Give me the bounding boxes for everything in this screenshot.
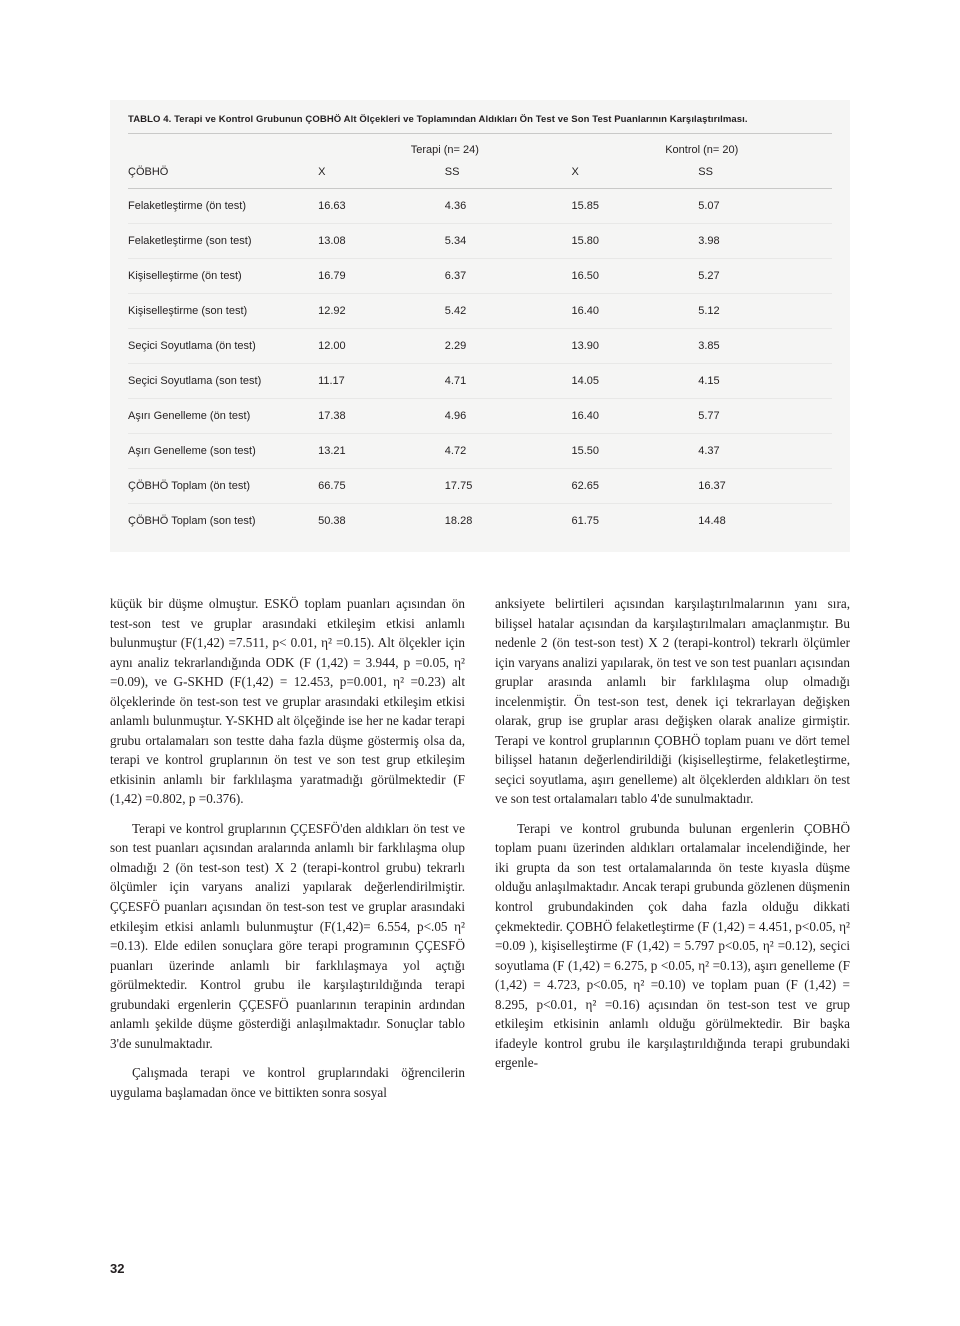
table-row: Seçici Soyutlama (son test)11.174.7114.0… (128, 364, 832, 399)
table-cell: 2.29 (445, 329, 572, 364)
group-header-control: Kontrol (n= 20) (572, 134, 832, 166)
table-cell: 16.37 (698, 469, 832, 504)
col-header-label: ÇÖBHÖ (128, 166, 318, 189)
left-column: küçük bir düşme olmuştur. ESKÖ toplam pu… (110, 594, 465, 1112)
table-cell: 66.75 (318, 469, 445, 504)
table-cell: 3.98 (698, 224, 832, 259)
table-cell: 18.28 (445, 504, 572, 539)
table-cell: 5.07 (698, 189, 832, 224)
table-cell: 17.75 (445, 469, 572, 504)
table-cell: 4.15 (698, 364, 832, 399)
table-cell: 4.36 (445, 189, 572, 224)
left-p2: Terapi ve kontrol gruplarının ÇÇESFÖ'den… (110, 819, 465, 1053)
table-cell: Felaketleştirme (ön test) (128, 189, 318, 224)
table-cell: 61.75 (572, 504, 699, 539)
table-4-container: TABLO 4. Terapi ve Kontrol Grubunun ÇOBH… (110, 100, 850, 552)
col-header-x2: X (572, 166, 699, 189)
table-cell: 15.50 (572, 434, 699, 469)
table-row: Kişiselleştirme (ön test)16.796.3716.505… (128, 259, 832, 294)
col-header-ss1: SS (445, 166, 572, 189)
table-cell: 5.12 (698, 294, 832, 329)
data-table: Terapi (n= 24) Kontrol (n= 20) ÇÖBHÖ X S… (128, 134, 832, 538)
table-cell: 11.17 (318, 364, 445, 399)
table-cell: 4.71 (445, 364, 572, 399)
table-cell: 4.37 (698, 434, 832, 469)
table-cell: 16.40 (572, 294, 699, 329)
table-cell: Kişiselleştirme (son test) (128, 294, 318, 329)
table-cell: 14.48 (698, 504, 832, 539)
table-cell: 16.63 (318, 189, 445, 224)
table-cell: ÇÖBHÖ Toplam (son test) (128, 504, 318, 539)
left-p1: küçük bir düşme olmuştur. ESKÖ toplam pu… (110, 594, 465, 809)
table-row: Felaketleştirme (ön test)16.634.3615.855… (128, 189, 832, 224)
table-caption-text: Terapi ve Kontrol Grubunun ÇOBHÖ Alt Ölç… (171, 114, 747, 125)
table-cell: Aşırı Genelleme (son test) (128, 434, 318, 469)
col-header-x1: X (318, 166, 445, 189)
right-column: anksiyete belirtileri açısından karşılaş… (495, 594, 850, 1112)
table-cell: 5.34 (445, 224, 572, 259)
table-cell: 16.50 (572, 259, 699, 294)
table-group-header: Terapi (n= 24) Kontrol (n= 20) (128, 134, 832, 166)
table-cell: 17.38 (318, 399, 445, 434)
table-cell: 13.90 (572, 329, 699, 364)
table-column-header: ÇÖBHÖ X SS X SS (128, 166, 832, 189)
table-cell: 6.37 (445, 259, 572, 294)
table-cell: 16.40 (572, 399, 699, 434)
table-row: Seçici Soyutlama (ön test)12.002.2913.90… (128, 329, 832, 364)
left-p3: Çalışmada terapi ve kontrol gruplarındak… (110, 1063, 465, 1102)
table-cell: 5.27 (698, 259, 832, 294)
table-cell: Kişiselleştirme (ön test) (128, 259, 318, 294)
table-cell: 5.77 (698, 399, 832, 434)
right-p2: Terapi ve kontrol grubunda bulunan ergen… (495, 819, 850, 1073)
table-caption: TABLO 4. Terapi ve Kontrol Grubunun ÇOBH… (128, 114, 832, 134)
body-text: küçük bir düşme olmuştur. ESKÖ toplam pu… (110, 594, 850, 1112)
table-cell: 16.79 (318, 259, 445, 294)
table-cell: ÇÖBHÖ Toplam (ön test) (128, 469, 318, 504)
table-cell: 50.38 (318, 504, 445, 539)
table-row: Kişiselleştirme (son test)12.925.4216.40… (128, 294, 832, 329)
table-cell: 15.85 (572, 189, 699, 224)
table-cell: 12.00 (318, 329, 445, 364)
table-cell: Felaketleştirme (son test) (128, 224, 318, 259)
table-cell: Aşırı Genelleme (ön test) (128, 399, 318, 434)
table-cell: 12.92 (318, 294, 445, 329)
table-cell: 4.96 (445, 399, 572, 434)
table-row: ÇÖBHÖ Toplam (ön test)66.7517.7562.6516.… (128, 469, 832, 504)
table-cell: 13.08 (318, 224, 445, 259)
col-header-ss2: SS (698, 166, 832, 189)
table-caption-label: TABLO 4. (128, 114, 171, 125)
right-p1: anksiyete belirtileri açısından karşılaş… (495, 594, 850, 809)
table-row: Aşırı Genelleme (ön test)17.384.9616.405… (128, 399, 832, 434)
table-row: ÇÖBHÖ Toplam (son test)50.3818.2861.7514… (128, 504, 832, 539)
table-cell: 5.42 (445, 294, 572, 329)
page-number: 32 (110, 1261, 124, 1276)
table-body: Felaketleştirme (ön test)16.634.3615.855… (128, 189, 832, 539)
table-row: Felaketleştirme (son test)13.085.3415.80… (128, 224, 832, 259)
table-cell: 13.21 (318, 434, 445, 469)
table-cell: Seçici Soyutlama (son test) (128, 364, 318, 399)
table-cell: 15.80 (572, 224, 699, 259)
table-cell: 62.65 (572, 469, 699, 504)
group-header-therapy: Terapi (n= 24) (318, 134, 571, 166)
table-cell: 4.72 (445, 434, 572, 469)
table-row: Aşırı Genelleme (son test)13.214.7215.50… (128, 434, 832, 469)
table-cell: 14.05 (572, 364, 699, 399)
table-cell: 3.85 (698, 329, 832, 364)
table-cell: Seçici Soyutlama (ön test) (128, 329, 318, 364)
